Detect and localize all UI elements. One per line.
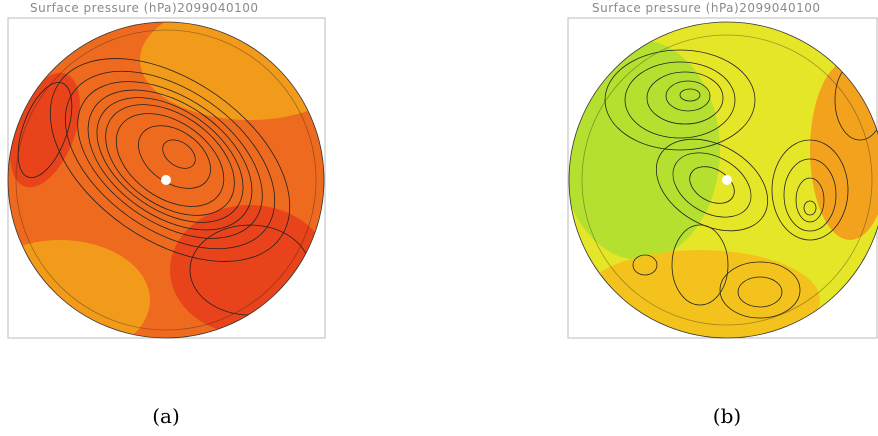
- figure: Surface pressure (hPa)2099040100: [0, 0, 878, 436]
- panel-a: Surface pressure (hPa)2099040100: [0, 0, 360, 360]
- map: [560, 22, 878, 350]
- caption: (b): [713, 404, 741, 428]
- panel-title: Surface pressure (hPa)2099040100: [30, 1, 259, 15]
- caption: (a): [152, 404, 180, 428]
- panel-title: Surface pressure (hPa)2099040100: [592, 1, 821, 15]
- map: [0, 0, 360, 360]
- panel-b: Surface pressure (hPa)2099040100: [560, 1, 878, 350]
